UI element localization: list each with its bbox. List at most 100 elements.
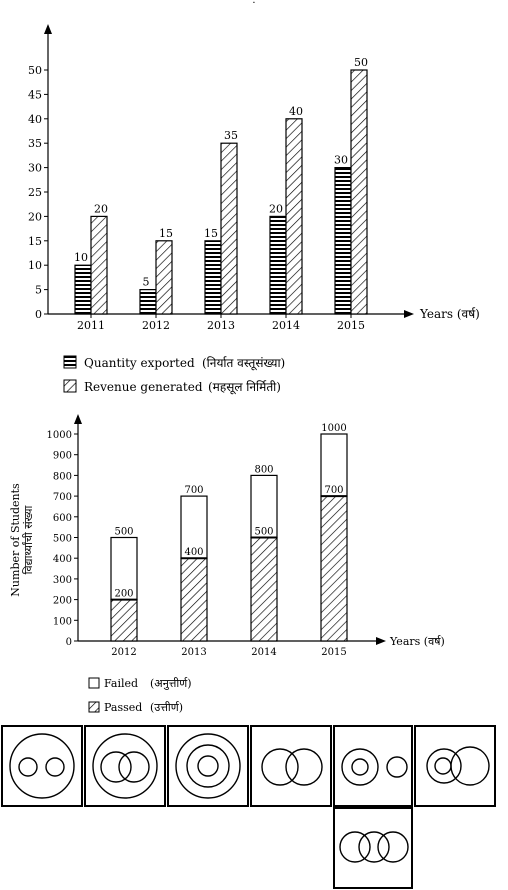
bar-quantity-exported: [334, 167, 352, 315]
top-mark: ·: [252, 0, 255, 9]
legend-label-passed: Passed: [104, 701, 142, 714]
chart1-x-tick-label: 2014: [272, 319, 300, 332]
chart2-y-tick-label: 0: [66, 637, 72, 648]
chart2-y-tick-label: 400: [53, 554, 72, 565]
chart1-x-tick-label: 2011: [77, 319, 105, 332]
chart2-y-tick-label: 1000: [47, 430, 72, 441]
bar-failed: [180, 495, 208, 559]
chart2-y-tick-label: 200: [53, 596, 72, 607]
chart2-y-tick-label: 800: [53, 471, 72, 482]
chart1-data-label: 40: [289, 105, 303, 118]
chart2-total-label: 700: [184, 485, 203, 496]
legend-swatch-quantity-exported: [63, 355, 77, 369]
chart1-y-tick-label: 50: [28, 64, 42, 77]
legend-swatch-passed: [88, 701, 100, 713]
chart1-y-tick-label: 20: [28, 210, 42, 223]
chart1-x-axis-title: Years (वर्ष): [419, 307, 480, 321]
chart2-y-tick-label: 300: [53, 575, 72, 586]
chart2-total-label: 800: [254, 464, 273, 475]
chart1-y-tick-label: 25: [28, 186, 42, 199]
chart1-y-tick-label: 10: [28, 259, 42, 272]
chart1-y-tick-label: 0: [35, 308, 42, 321]
venn-option-7: [333, 807, 413, 889]
bar-revenue-generated: [90, 215, 108, 315]
chart1-data-label: 20: [94, 202, 108, 215]
chart1-x-tick-label: 2012: [142, 319, 170, 332]
venn-option-2: [84, 725, 166, 807]
legend-swatch-revenue-generated: [63, 379, 77, 393]
venn-options: [1, 725, 496, 889]
bar-revenue-generated: [155, 240, 173, 315]
chart2-y-tick-label: 700: [53, 492, 72, 503]
chart1-y-tick-label: 5: [35, 284, 42, 297]
chart1-data-label: 5: [143, 276, 150, 289]
chart2-x-axis-title: Years (वर्ष): [389, 635, 445, 648]
bar-quantity-exported: [74, 264, 92, 315]
bar-revenue-generated: [220, 142, 238, 315]
chart2-y-tick-label: 600: [53, 513, 72, 524]
venn-option-6: [414, 725, 496, 807]
chart1-data-label: 30: [334, 154, 348, 167]
chart1-y-tick-label: 30: [28, 162, 42, 175]
chart1-x-axis-arrow: [404, 310, 414, 318]
bar-quantity-exported: [139, 289, 157, 315]
chart1-x-tick-label: 2015: [337, 319, 365, 332]
legend-swatch-failed: [88, 677, 100, 689]
chart2-total-label: 1000: [321, 423, 346, 434]
chart1-y-tick-label: 40: [28, 113, 42, 126]
bar-failed: [320, 433, 348, 497]
chart2-y-axis-title-local: विद्यार्थ्यांची संख्या: [22, 506, 35, 575]
bar-quantity-exported: [204, 240, 222, 315]
chart1-y-tick-label: 15: [28, 235, 42, 248]
chart1-legend: Quantity exported (निर्यात वस्तूसंख्या) …: [63, 355, 285, 395]
venn-option-5: [333, 725, 413, 807]
chart2-passed-label: 200: [114, 589, 133, 600]
venn-option-3: [167, 725, 249, 807]
legend-local-failed: (अनुत्तीर्ण): [150, 677, 192, 690]
chart2-passed-label: 700: [324, 485, 343, 496]
chart2-y-axis-title: Number of Students: [9, 483, 22, 597]
chart1-x-tick-label: 2013: [207, 319, 235, 332]
chart1-y-tick-label: 35: [28, 137, 42, 150]
chart2-y-tick-label: 900: [53, 451, 72, 462]
bar-revenue-generated: [285, 118, 303, 315]
chart2-x-tick-label: 2014: [251, 647, 276, 658]
chart2-x-tick-label: 2013: [181, 647, 206, 658]
chart1-data-label: 15: [159, 227, 173, 240]
bar-passed: [320, 495, 348, 642]
legend-label-quantity-exported: Quantity exported: [84, 356, 195, 370]
chart1-data-label: 15: [204, 227, 218, 240]
chart1-data-label: 10: [74, 251, 88, 264]
chart2-y-axis-arrow: [74, 414, 82, 424]
venn-option-4: [250, 725, 332, 807]
bar-passed: [180, 557, 208, 642]
legend-label-failed: Failed: [104, 677, 138, 690]
legend-label-revenue-generated: Revenue generated: [84, 380, 203, 394]
chart2-y-tick-label: 500: [53, 534, 72, 545]
chart1-data-label: 20: [269, 202, 283, 215]
chart-exports-revenue: Years (वर्ष) 0 5 10 15 20 25 30 35 40 45 50 2011 10 2…: [28, 24, 480, 395]
chart1-y-tick-label: 45: [28, 88, 42, 101]
chart2-x-axis-arrow: [376, 637, 386, 645]
bar-quantity-exported: [269, 215, 287, 315]
chart1-data-label: 50: [354, 56, 368, 69]
legend-local-revenue-generated: (महसूल निर्मिती): [208, 380, 281, 395]
chart2-total-label: 500: [114, 527, 133, 538]
chart2-x-tick-label: 2012: [111, 647, 136, 658]
legend-local-quantity-exported: (निर्यात वस्तूसंख्या): [202, 356, 285, 371]
bar-revenue-generated: [350, 69, 368, 315]
chart2-passed-label: 400: [184, 547, 203, 558]
bar-failed: [110, 536, 138, 601]
chart2-legend: Failed (अनुत्तीर्ण) Passed (उत्तीर्ण): [88, 677, 192, 714]
chart2-passed-label: 500: [254, 527, 273, 538]
chart2-y-tick-label: 100: [53, 616, 72, 627]
chart-students-results: Years (वर्ष) Number of Students विद्यार्…: [9, 414, 445, 714]
chart2-x-tick-label: 2015: [321, 647, 346, 658]
chart1-data-label: 35: [224, 129, 238, 142]
bar-passed: [250, 536, 278, 642]
bar-passed: [110, 598, 138, 642]
venn-option-1: [1, 725, 83, 807]
chart1-y-axis-arrow: [44, 24, 52, 34]
legend-local-passed: (उत्तीर्ण): [150, 701, 183, 714]
